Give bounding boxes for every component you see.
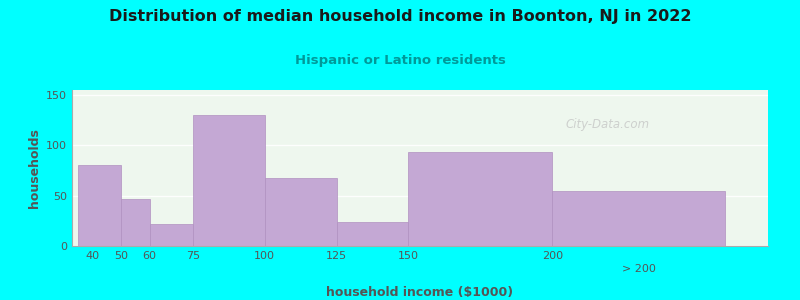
Bar	[337, 222, 409, 246]
Text: Distribution of median household income in Boonton, NJ in 2022: Distribution of median household income …	[109, 9, 691, 24]
Bar	[121, 199, 150, 246]
Text: > 200: > 200	[622, 264, 655, 274]
Bar	[193, 115, 265, 246]
Bar	[552, 190, 725, 246]
Bar	[409, 152, 552, 246]
Text: Hispanic or Latino residents: Hispanic or Latino residents	[294, 54, 506, 67]
Text: City-Data.com: City-Data.com	[566, 118, 650, 131]
Bar	[78, 166, 121, 246]
Y-axis label: households: households	[27, 128, 41, 208]
Bar	[150, 224, 193, 246]
X-axis label: household income ($1000): household income ($1000)	[326, 286, 514, 299]
Bar	[265, 178, 337, 246]
